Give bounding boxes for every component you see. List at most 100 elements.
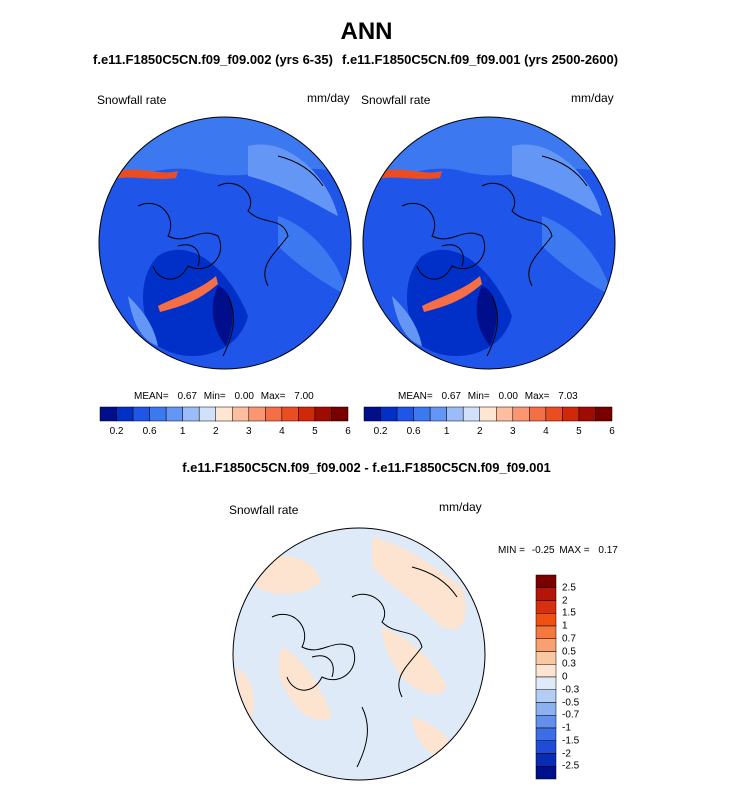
colorbar-box	[535, 664, 557, 678]
colorbar-box	[535, 766, 557, 780]
colorbar-box	[578, 406, 596, 422]
colorbar-tick-label: 1.5	[562, 607, 576, 619]
colorbar-tick-label: 0	[562, 671, 568, 683]
colorbar-box	[496, 406, 514, 422]
right-field-label: Snowfall rate	[361, 93, 431, 107]
colorbar-box	[198, 406, 216, 422]
colorbar-tick-label: 5	[312, 426, 318, 437]
colorbar-tick-label: 4	[279, 426, 285, 437]
left-units-label: mm/day	[307, 91, 350, 105]
colorbar-box	[479, 406, 497, 422]
left-mean-value: 0.67	[177, 391, 197, 402]
colorbar-tick-label: 2	[562, 595, 568, 606]
colorbar-box	[215, 406, 233, 422]
diff-max-value: 0.17	[598, 545, 618, 556]
colorbar-box	[535, 651, 557, 665]
colorbar-tick-label: 2	[476, 426, 483, 437]
colorbar-box	[149, 406, 167, 422]
right-stats: MEAN= 0.67 Min= 0.00 Max= 7.03	[398, 391, 578, 402]
right-colorbar-ticks: 0.2 0.6 1 2 3 4 5 6	[364, 426, 615, 438]
colorbar-tick-label: 3	[246, 426, 252, 437]
diff-stats: MIN = -0.25 MAX = 0.17	[498, 545, 618, 556]
colorbar-box	[232, 406, 250, 422]
colorbar-tick-label: -0.7	[562, 709, 580, 721]
colorbar-box	[535, 587, 557, 601]
colorbar-tick-label: 2	[212, 426, 219, 437]
diff-min-label: MIN =	[498, 545, 525, 556]
right-max-value: 7.03	[558, 391, 578, 402]
colorbar-tick-label: -0.5	[562, 697, 580, 708]
colorbar-tick-label: 3	[510, 426, 516, 437]
diff-max-label: MAX =	[559, 545, 590, 556]
left-colorbar-ticks: 0.2 0.6 1 2 3 4 5 6	[100, 426, 351, 438]
left-mean-label: MEAN=	[134, 391, 169, 402]
colorbar-box	[529, 406, 547, 422]
colorbar-box	[535, 638, 557, 652]
colorbar-box	[314, 406, 332, 422]
colorbar-box	[165, 406, 183, 422]
right-max-label: Max=	[524, 391, 550, 402]
colorbar-box	[535, 676, 557, 690]
colorbar-box	[281, 406, 299, 422]
colorbar-box	[462, 406, 480, 422]
colorbar-tick-label: -2.5	[562, 760, 580, 772]
main-title: ANN	[340, 18, 393, 45]
right-polar-map	[362, 116, 616, 370]
left-case-title: f.e11.F1850C5CN.f09_f09.002 (yrs 6-35)	[93, 52, 333, 67]
right-mean-label: MEAN=	[398, 391, 433, 402]
colorbar-box	[132, 406, 150, 422]
colorbar-tick-label: 0.2	[373, 426, 388, 437]
colorbar-box	[535, 625, 557, 639]
colorbar-box	[380, 406, 398, 422]
diff-title: f.e11.F1850C5CN.f09_f09.002 - f.e11.F185…	[182, 460, 551, 475]
right-case-title: f.e11.F1850C5CN.f09_f09.001 (yrs 2500-26…	[342, 52, 619, 67]
left-min-value: 0.00	[234, 391, 254, 402]
diff-colorbar-ticks: 2.5 2 1.5 1 0.7 0.5 0.3 0 -0.3 -0.5 -0.7 -1 -1.5 -2 -2…	[562, 575, 592, 779]
colorbar-box	[535, 753, 557, 767]
colorbar-tick-label: 0.2	[109, 426, 124, 437]
colorbar-tick-label: 4	[543, 426, 549, 437]
diff-colorbar	[535, 574, 557, 780]
colorbar-tick-label: 0.7	[562, 633, 576, 645]
colorbar-tick-label: -1.5	[562, 735, 580, 747]
colorbar-tick-label: 6	[609, 426, 615, 437]
colorbar-tick-label: 1	[179, 426, 186, 437]
left-max-value: 7.00	[294, 391, 314, 402]
colorbar-box	[595, 406, 613, 422]
left-field-label: Snowfall rate	[97, 93, 167, 107]
colorbar-tick-label: 1	[443, 426, 450, 437]
colorbar-box	[535, 600, 557, 614]
right-min-value: 0.00	[498, 391, 518, 402]
colorbar-box	[535, 689, 557, 703]
colorbar-box	[535, 715, 557, 729]
colorbar-box	[535, 613, 557, 627]
colorbar-tick-label: 6	[345, 426, 351, 437]
colorbar-tick-label: -1	[562, 722, 571, 734]
right-min-label: Min=	[467, 391, 490, 402]
colorbar-box	[413, 406, 431, 422]
colorbar-box	[535, 727, 557, 741]
colorbar-box	[545, 406, 563, 422]
colorbar-box	[429, 406, 447, 422]
colorbar-tick-label: 0.6	[406, 426, 421, 437]
colorbar-box	[331, 406, 349, 422]
colorbar-box	[396, 406, 414, 422]
left-stats: MEAN= 0.67 Min= 0.00 Max= 7.00	[134, 391, 314, 402]
diff-units-label: mm/day	[439, 500, 482, 514]
colorbar-tick-label: 1	[562, 620, 568, 632]
colorbar-box	[512, 406, 530, 422]
right-colorbar	[363, 406, 613, 422]
colorbar-tick-label: -0.3	[562, 684, 580, 696]
left-max-label: Max=	[260, 391, 286, 402]
colorbar-box	[446, 406, 464, 422]
colorbar-tick-label: -2	[562, 748, 571, 759]
left-polar-map	[98, 116, 352, 370]
colorbar-box	[248, 406, 266, 422]
colorbar-tick-label: 5	[576, 426, 582, 437]
colorbar-box	[535, 740, 557, 754]
colorbar-box	[535, 702, 557, 716]
colorbar-box	[116, 406, 134, 422]
colorbar-tick-label: 0.6	[142, 426, 157, 437]
diff-min-value: -0.25	[531, 545, 555, 556]
left-colorbar	[99, 406, 349, 422]
